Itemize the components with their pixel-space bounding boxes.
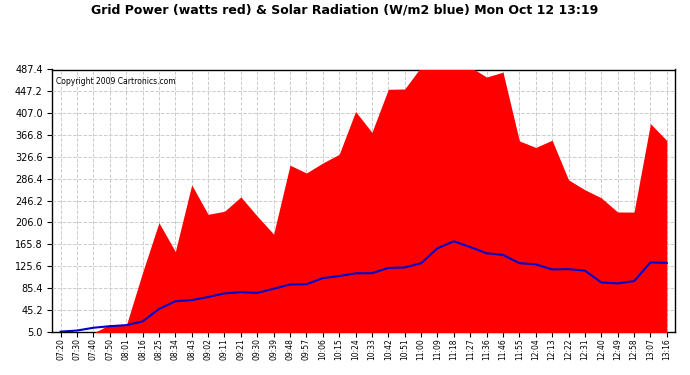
Text: Grid Power (watts red) & Solar Radiation (W/m2 blue) Mon Oct 12 13:19: Grid Power (watts red) & Solar Radiation…: [91, 4, 599, 17]
Text: Copyright 2009 Cartronics.com: Copyright 2009 Cartronics.com: [56, 77, 175, 86]
